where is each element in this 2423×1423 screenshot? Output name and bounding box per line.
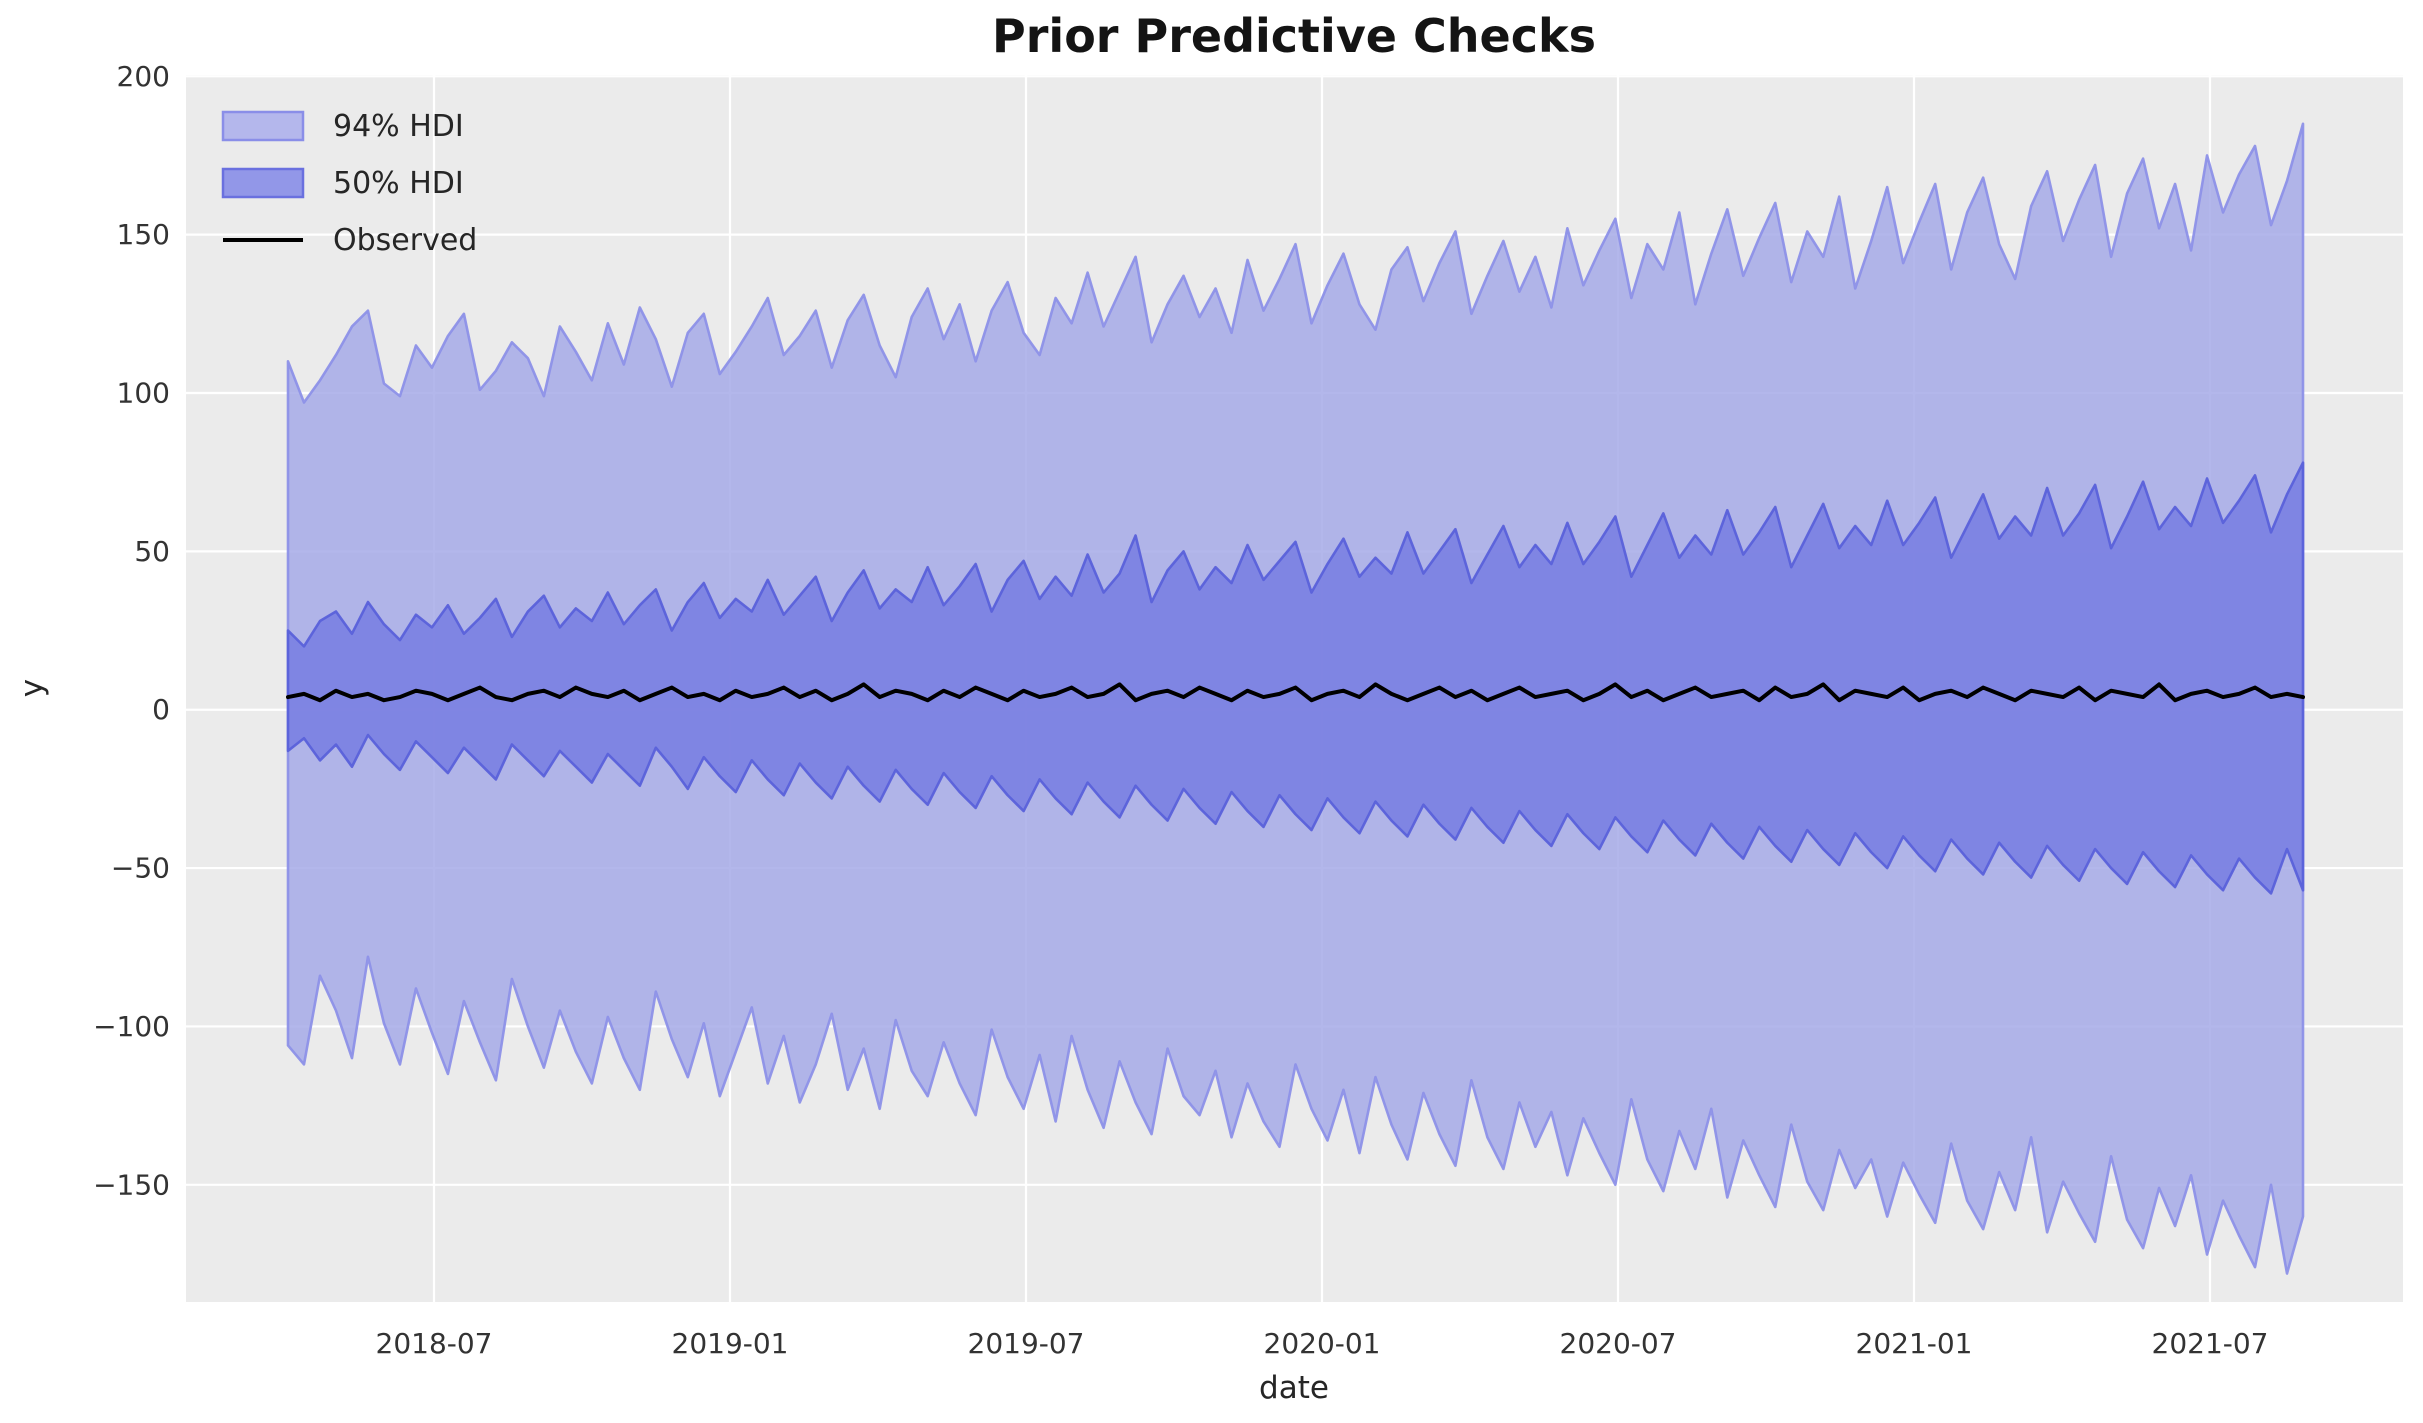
x-tick-labels: 2018-07 2019-01 2019-07 2020-01 2020-07 2021-… <box>376 1327 2269 1360</box>
legend-swatch-50-hdi <box>221 167 305 199</box>
legend-label-94-hdi: 94% HDI <box>333 109 464 144</box>
y-tick-label: 200 <box>117 60 170 93</box>
x-tick-label: 2021-07 <box>2152 1327 2269 1360</box>
legend-swatch-94-hdi <box>221 110 305 142</box>
y-tick-label: −100 <box>93 1010 170 1043</box>
x-axis-label: date <box>1259 1370 1329 1406</box>
hdi50-band-area <box>286 461 2305 895</box>
x-tick-label: 2021-01 <box>1856 1327 1973 1360</box>
y-tick-label: 150 <box>117 218 170 251</box>
x-tick-label: 2019-07 <box>968 1327 1085 1360</box>
observed-line-path <box>286 682 2305 703</box>
x-tick-label: 2020-01 <box>1264 1327 1381 1360</box>
x-tick-label: 2018-07 <box>376 1327 493 1360</box>
legend-label-50-hdi: 50% HDI <box>333 166 464 201</box>
y-tick-labels: 200 150 100 50 0 −50 −100 −150 <box>93 60 170 1202</box>
legend-label-observed: Observed <box>333 223 477 258</box>
hdi50-band <box>286 461 2305 895</box>
y-tick-label: −50 <box>111 852 170 885</box>
legend: 94% HDI 50% HDI Observed <box>221 109 477 258</box>
x-tick-label: 2019-01 <box>672 1327 789 1360</box>
y-tick-label: 100 <box>117 376 170 409</box>
x-tick-label: 2020-07 <box>1560 1327 1677 1360</box>
observed-line <box>286 682 2305 703</box>
y-tick-label: 0 <box>152 693 170 726</box>
chart-title: Prior Predictive Checks <box>992 9 1596 63</box>
y-tick-label: −150 <box>93 1168 170 1201</box>
y-tick-label: 50 <box>134 535 170 568</box>
y-axis-label: y <box>14 679 50 697</box>
